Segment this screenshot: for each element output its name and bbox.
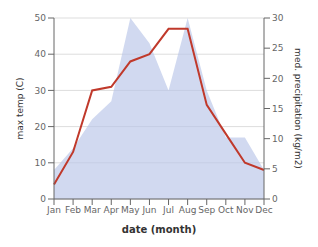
svg-text:10: 10	[35, 158, 47, 168]
svg-text:date (month): date (month)	[122, 224, 196, 235]
svg-text:Apr: Apr	[103, 205, 119, 215]
svg-text:10: 10	[272, 134, 284, 144]
svg-text:30: 30	[35, 86, 47, 96]
svg-text:max temp (C): max temp (C)	[15, 77, 25, 139]
svg-text:20: 20	[35, 122, 47, 132]
svg-text:Mar: Mar	[84, 205, 101, 215]
svg-text:Nov: Nov	[236, 205, 254, 215]
svg-text:Jul: Jul	[162, 205, 174, 215]
svg-text:0: 0	[272, 194, 278, 204]
svg-text:Jun: Jun	[141, 205, 156, 215]
svg-text:Dec: Dec	[255, 205, 272, 215]
svg-text:Aug: Aug	[179, 205, 197, 215]
svg-text:May: May	[121, 205, 140, 215]
svg-text:med. precipitation (kg/m2): med. precipitation (kg/m2)	[293, 48, 303, 169]
svg-text:40: 40	[35, 49, 47, 59]
svg-text:Oct: Oct	[218, 205, 234, 215]
svg-text:15: 15	[272, 104, 283, 114]
svg-text:50: 50	[35, 13, 47, 23]
svg-text:0: 0	[40, 194, 46, 204]
svg-text:Feb: Feb	[65, 205, 81, 215]
svg-text:5: 5	[272, 164, 278, 174]
svg-text:25: 25	[272, 43, 283, 53]
svg-text:30: 30	[272, 13, 284, 23]
svg-text:Jan: Jan	[46, 205, 61, 215]
svg-text:20: 20	[272, 74, 284, 84]
svg-text:Sep: Sep	[198, 205, 215, 215]
